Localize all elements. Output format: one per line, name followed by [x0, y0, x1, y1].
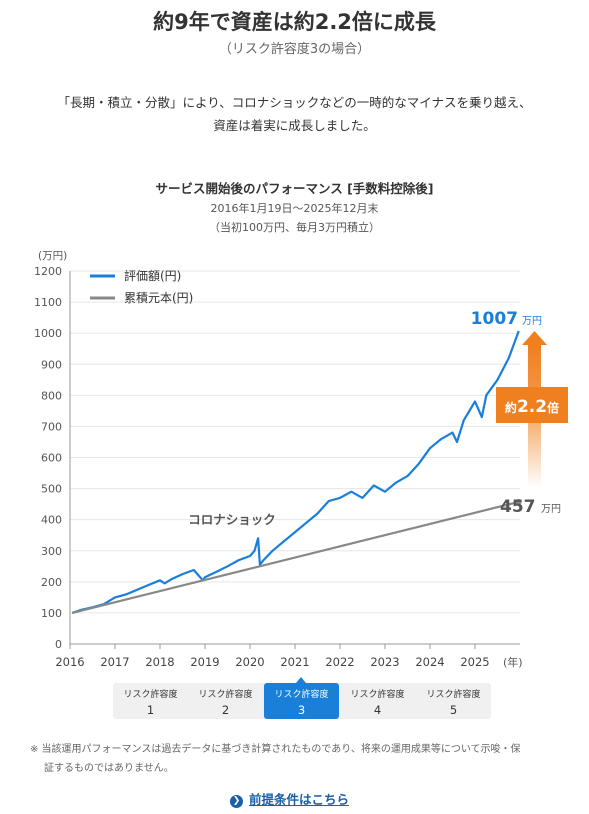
x-tick-label: 2017	[100, 655, 129, 669]
x-tick-label: 2020	[235, 655, 264, 669]
chart-axes: 0 100 200 300 400 500 600 700 800 900 1000 1100 1200…	[34, 250, 523, 669]
tab-number: 4	[373, 703, 382, 717]
final-value-label: 1007	[471, 309, 518, 329]
x-tick-label: 2019	[190, 655, 219, 669]
y-tick-label: 1100	[34, 296, 62, 309]
conditions-link[interactable]: ❯ 前提条件はこちら	[230, 789, 349, 808]
series-principal-line	[71, 500, 519, 614]
y-tick-label: 500	[41, 483, 62, 496]
tab-label: リスク許容度	[198, 690, 253, 700]
x-tick-label: 2023	[370, 655, 399, 669]
y-unit-label: (万円)	[38, 250, 67, 262]
tab-risk-1[interactable]: リスク許容度 1	[113, 683, 188, 719]
x-tick-label: 2024	[415, 655, 444, 669]
y-tick-label: 100	[41, 607, 62, 620]
tab-number: 2	[221, 703, 230, 717]
tab-number: 5	[449, 703, 458, 717]
disclaimer: ※ 当該運用パフォーマンスは過去データに基づき計算されたものであり、将来の運用成…	[30, 740, 589, 778]
corona-shock-label: コロナショック	[188, 512, 276, 527]
legend-label: 評価額(円)	[124, 268, 181, 283]
ratio-label: 約2.2倍	[505, 397, 559, 417]
chart-condition: （当初100万円、毎月3万円積立）	[209, 221, 380, 234]
y-tick-label: 700	[41, 420, 62, 433]
ratio-arrow-head	[522, 331, 547, 345]
y-tick-label: 400	[41, 514, 62, 527]
y-tick-label: 200	[41, 576, 62, 589]
series-valuation-line	[71, 330, 520, 614]
ratio-box	[496, 387, 568, 423]
tab-label: リスク許容度	[426, 690, 481, 700]
tab-label: リスク許容度	[350, 690, 405, 700]
intro-text-line-2: 資産は着実に成長しました。	[213, 118, 376, 133]
tab-number: 3	[297, 703, 306, 717]
final-principal-unit: 万円	[541, 504, 561, 515]
tab-risk-3[interactable]: リスク許容度 3	[264, 677, 339, 719]
chart-series	[71, 330, 522, 614]
y-tick-label: 300	[41, 545, 62, 558]
ratio-prefix: 約	[505, 400, 517, 415]
final-value-unit: 万円	[522, 316, 542, 327]
y-tick-label: 800	[41, 389, 62, 402]
performance-chart: 0 100 200 300 400 500 600 700 800 900 1000 1100 1200…	[34, 250, 568, 669]
x-unit-label: (年)	[503, 655, 523, 669]
y-tick-label: 1000	[34, 327, 62, 340]
principal-end-dot	[515, 498, 522, 505]
x-tick-label: 2021	[280, 655, 309, 669]
page-subtitle: （リスク許容度3の場合）	[218, 42, 371, 57]
ratio-suffix: 倍	[547, 400, 559, 415]
conditions-link-label[interactable]: 前提条件はこちら	[249, 792, 350, 807]
chart-grid	[70, 270, 520, 614]
tab-label: リスク許容度	[274, 690, 329, 700]
tab-label: リスク許容度	[123, 690, 178, 700]
final-principal-label: 457	[500, 497, 536, 517]
disclaimer-line-2: 証するものではありません。	[44, 763, 174, 774]
x-tick-label: 2016	[55, 655, 84, 669]
y-tick-label: 600	[41, 452, 62, 465]
x-tick-label: 2022	[325, 655, 354, 669]
intro-text-line-1: 「長期・積立・分散」により、コロナショックなどの一時的なマイナスを乗り越え、	[57, 95, 532, 110]
x-tick-label: 2018	[145, 655, 174, 669]
tab-number: 1	[146, 703, 155, 717]
page-title: 約9年で資産は約2.2倍に成長	[153, 10, 436, 34]
y-tick-label: 1200	[34, 265, 62, 278]
tab-risk-5[interactable]: リスク許容度 5	[416, 683, 491, 719]
y-tick-label: 900	[41, 358, 62, 371]
legend-label: 累積元本(円)	[124, 290, 193, 305]
chevron-right-icon: ❯	[230, 795, 243, 808]
x-tick-label: 2025	[460, 655, 489, 669]
chart-title: サービス開始後のパフォーマンス [手数料控除後]	[155, 181, 434, 196]
tab-risk-4[interactable]: リスク許容度 4	[340, 683, 415, 719]
y-tick-label: 0	[55, 638, 62, 651]
tab-risk-2[interactable]: リスク許容度 2	[188, 683, 263, 719]
disclaimer-line-1: ※ 当該運用パフォーマンスは過去データに基づき計算されたものであり、将来の運用成…	[30, 744, 521, 755]
chart-period: 2016年1月19日～2025年12月末	[210, 202, 379, 215]
ratio-value: 2.2	[517, 397, 547, 417]
